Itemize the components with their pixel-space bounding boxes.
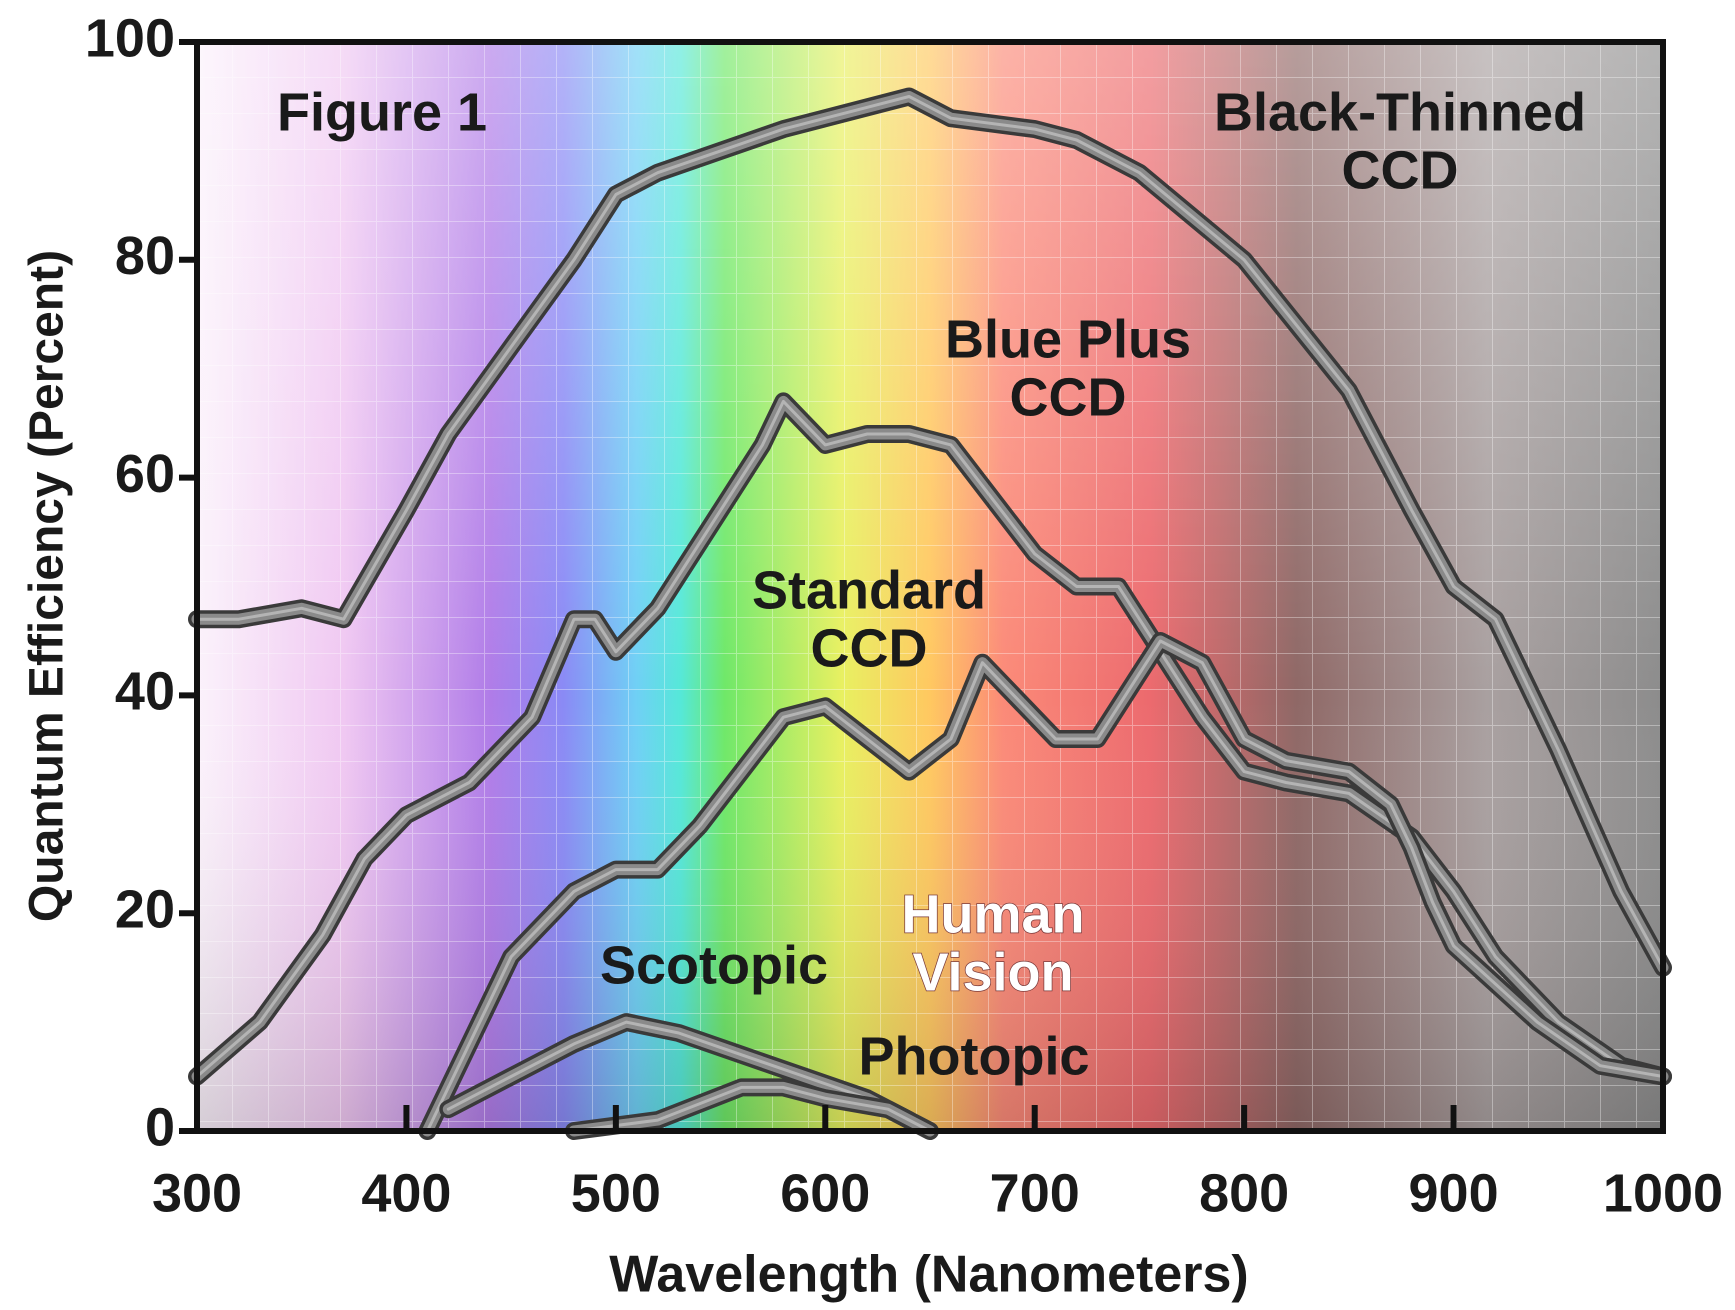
line — [425, 639, 1665, 1133]
series-label: Scotopic — [600, 935, 828, 995]
x-tick-label: 700 — [990, 1163, 1080, 1223]
y-axis-title: Quantum Efficiency (Percent) — [21, 250, 74, 922]
series-label: CCD — [1342, 140, 1459, 200]
series-label: CCD — [811, 618, 928, 678]
x-tick-label: 900 — [1409, 1163, 1499, 1223]
y-tick-label: 80 — [115, 226, 175, 286]
series-label: Black-Thinned — [1214, 82, 1586, 142]
series-label: CCD — [1010, 367, 1127, 427]
series-label: Blue Plus — [945, 309, 1191, 369]
x-tick-label: 400 — [361, 1163, 451, 1223]
y-tick-label: 40 — [115, 662, 175, 722]
grid-pattern — [197, 42, 1663, 1131]
group-label: Vision — [912, 942, 1073, 1002]
x-tick-label: 300 — [152, 1163, 242, 1223]
x-tick-label: 800 — [1199, 1163, 1289, 1223]
series-label: Standard — [752, 560, 986, 620]
x-axis-title: Wavelength (Nanometers) — [609, 1246, 1249, 1304]
line — [195, 95, 1665, 970]
ticks: 0 20 40 60 80 100 300 400 500 600 700 800 900 1000 — [85, 8, 1723, 1223]
group-label: Human — [901, 884, 1084, 944]
y-tick-label: 60 — [115, 444, 175, 504]
y-tick-label: 0 — [145, 1097, 175, 1157]
lines — [188, 87, 1672, 1140]
series-label: Photopic — [859, 1026, 1090, 1086]
x-tick-label: 600 — [780, 1163, 870, 1223]
plot-frame — [194, 39, 1666, 1134]
line — [446, 1020, 911, 1122]
x-tick-label: 500 — [571, 1163, 661, 1223]
y-tick-label: 20 — [115, 879, 175, 939]
plot-background — [197, 42, 1663, 1131]
line — [572, 1085, 932, 1133]
annotation: Figure 1 — [277, 82, 487, 142]
y-tick-label: 100 — [85, 8, 175, 68]
x-tick-label: 1000 — [1603, 1163, 1723, 1223]
